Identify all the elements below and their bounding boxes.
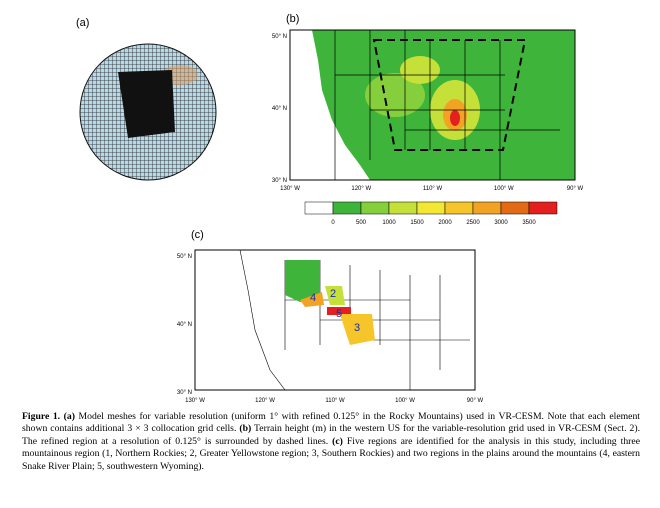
lon-label: 110° W	[423, 186, 443, 192]
lon-label: 120° W	[351, 186, 371, 192]
panel-label: (c)	[191, 229, 204, 241]
region-number: 5	[336, 308, 342, 320]
globe	[79, 43, 217, 181]
caption-text: Terrain height (m) in the western US for…	[22, 423, 640, 447]
lat-label: 30° N	[272, 178, 287, 184]
colorbar-swatch	[444, 201, 474, 215]
lat-label: 50° N	[272, 34, 287, 40]
colorbar-swatch	[528, 201, 558, 215]
colorbar-swatch	[500, 201, 530, 215]
panel-label: (b)	[286, 13, 299, 25]
caption-text: Five regions are identified for the anal…	[22, 435, 640, 472]
region-number: 4	[310, 292, 316, 304]
lon-label: 100° W	[395, 398, 415, 404]
colorbar-swatch	[332, 201, 362, 215]
colorbar-label: 2500	[466, 220, 480, 226]
lat-label: 40° N	[177, 322, 192, 328]
lon-label: 100° W	[494, 186, 514, 192]
colorbar-swatch	[360, 201, 390, 215]
lat-label: 40° N	[272, 106, 287, 112]
region-number: 3	[354, 322, 360, 334]
lon-label: 110° W	[325, 398, 345, 404]
lon-label: 130° W	[280, 186, 300, 192]
caption-text: Model meshes for variable resolution (un…	[22, 411, 640, 435]
colorbar-swatch	[472, 201, 502, 215]
caption-text: Figure 1. (a)	[22, 411, 75, 422]
colorbar-label: 1000	[382, 220, 396, 226]
region-map	[195, 250, 475, 390]
colorbar-label: 3500	[522, 220, 536, 226]
colorbar-swatch	[304, 201, 334, 215]
colorbar-label: 3000	[494, 220, 508, 226]
lon-label: 120° W	[255, 398, 275, 404]
colorbar-swatch	[388, 201, 418, 215]
caption-text: (b)	[239, 423, 252, 435]
colorbar: 0 500 1000 1500 2000 2500 3000 3500	[304, 201, 558, 226]
colorbar-label: 1500	[410, 220, 424, 226]
colorbar-label: 2000	[438, 220, 452, 226]
colorbar-label: 500	[356, 220, 367, 226]
caption-text: (c)	[332, 435, 343, 447]
lat-label: 30° N	[177, 390, 192, 396]
lon-label: 90° W	[467, 398, 484, 404]
colorbar-swatch	[416, 201, 446, 215]
lon-label: 90° W	[567, 186, 584, 192]
figure: (a) (b) 0 500 1000 1500 2000 2500 3000 3500 (c)…	[76, 13, 584, 404]
lon-label: 130° W	[185, 398, 205, 404]
colorbar-label: 0	[331, 220, 335, 226]
region-number: 2	[330, 288, 336, 300]
panel-label: (a)	[76, 17, 89, 29]
caption: Figure 1. (a) Model meshes for variable …	[22, 411, 640, 473]
lat-label: 50° N	[177, 254, 192, 260]
terrain-map	[290, 30, 575, 180]
